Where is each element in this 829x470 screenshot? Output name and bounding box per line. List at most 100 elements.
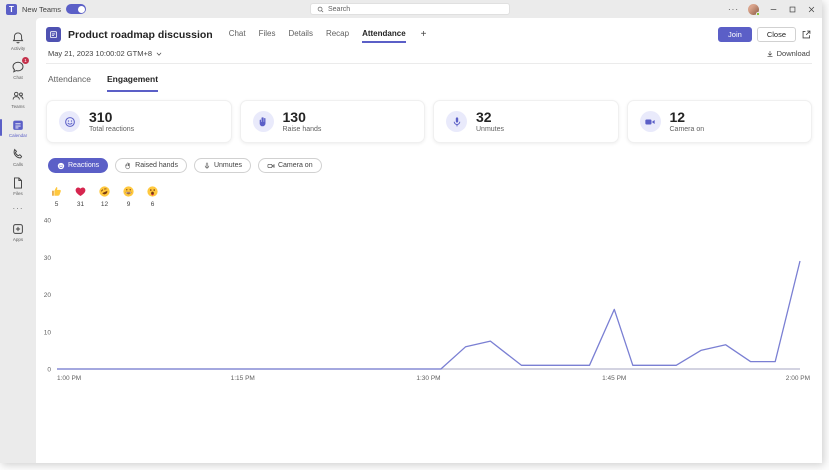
svg-text:0: 0 xyxy=(47,367,51,374)
reaction-count: 6 xyxy=(150,201,155,208)
search-icon xyxy=(317,6,324,12)
stat-cards: 310 Total reactions 130 Raise hands 32 Unmu… xyxy=(46,100,812,143)
svg-text:2:00 PM: 2:00 PM xyxy=(786,375,810,382)
apps-icon xyxy=(11,222,25,236)
tab-recap[interactable]: Recap xyxy=(325,28,350,38)
reaction-count: 9 xyxy=(126,201,131,208)
svg-text:1:15 PM: 1:15 PM xyxy=(231,375,255,382)
maximize-icon[interactable] xyxy=(787,4,797,14)
thumbs-up-icon xyxy=(52,187,61,196)
status-dot xyxy=(756,11,760,16)
popout-icon[interactable] xyxy=(801,29,812,40)
sidebar-item-calls[interactable]: Calls xyxy=(0,144,36,169)
stat-card-camera-on: 12 Camera on xyxy=(626,100,812,143)
pill-raised-hands[interactable]: Raised hands xyxy=(115,158,187,173)
new-teams-toggle[interactable] xyxy=(66,4,87,14)
reaction-heart: 31 xyxy=(73,185,88,208)
subtab-attendance[interactable]: Attendance xyxy=(48,74,92,84)
surprised-icon xyxy=(147,186,158,197)
camera-icon xyxy=(267,163,275,168)
meeting-tabs: Chat Files Details Recap Attendance + xyxy=(228,28,427,43)
titlebar-more-icon[interactable]: ··· xyxy=(728,4,739,14)
people-icon xyxy=(11,89,25,103)
search-placeholder: Search xyxy=(328,5,351,13)
bell-icon xyxy=(11,31,25,45)
sidebar-item-chat[interactable]: 1 Chat xyxy=(0,57,36,82)
engagement-chart: 0 10 20 30 40 1:00 PM 1:15 PM 1:30 PM 1:45 PM 2:0… xyxy=(44,212,822,393)
stat-card-raise-hands: 130 Raise hands xyxy=(239,100,425,143)
sidebar-more-icon[interactable]: ··· xyxy=(12,204,24,213)
svg-text:40: 40 xyxy=(44,218,51,225)
close-button[interactable]: Close xyxy=(756,27,796,42)
teams-logo-icon: T xyxy=(6,3,17,15)
sidebar-item-calendar[interactable]: Calendar xyxy=(0,115,36,140)
reaction-count: 12 xyxy=(100,201,109,208)
engagement-chart-svg: 0 10 20 30 40 1:00 PM 1:15 PM 1:30 PM 1:45 PM 2:0… xyxy=(44,218,810,383)
chevron-down-icon xyxy=(156,52,162,56)
pill-reactions[interactable]: Reactions xyxy=(48,158,109,173)
svg-text:1:45 PM: 1:45 PM xyxy=(602,375,626,382)
session-selector-row: May 21, 2023 10:00:02 GTM+8 Download xyxy=(36,42,822,63)
join-button[interactable]: Join xyxy=(718,27,752,42)
meeting-icon xyxy=(46,27,61,42)
download-icon xyxy=(767,50,773,57)
download-button[interactable]: Download xyxy=(766,49,810,58)
add-tab-button[interactable]: + xyxy=(420,29,427,40)
sidebar-item-activity[interactable]: Activity xyxy=(0,28,36,53)
reaction-breakdown: 5 31 12 9 6 xyxy=(49,185,822,208)
heart-icon xyxy=(75,187,86,197)
reaction-count: 5 xyxy=(54,201,59,208)
smiley-icon xyxy=(59,111,80,132)
app-sidebar: Activity 1 Chat Teams Calendar Calls xyxy=(0,18,36,463)
new-teams-label: New Teams xyxy=(22,4,62,14)
chat-icon: 1 xyxy=(11,57,29,74)
tab-attendance[interactable]: Attendance xyxy=(362,29,406,43)
main-panel: Product roadmap discussion Chat Files De… xyxy=(36,18,822,463)
sidebar-item-files[interactable]: Files xyxy=(0,173,36,198)
metric-filter-pills: Reactions Raised hands Unmutes Camera on xyxy=(48,158,812,173)
report-subtabs: Attendance Engagement xyxy=(36,64,822,92)
pill-unmutes[interactable]: Unmutes xyxy=(193,158,251,173)
microphone-icon xyxy=(204,162,210,169)
laugh-icon xyxy=(123,186,134,197)
smiley-icon xyxy=(57,162,65,169)
subtab-engagement[interactable]: Engagement xyxy=(107,74,159,92)
close-window-icon[interactable] xyxy=(806,4,816,14)
page-title: Product roadmap discussion xyxy=(68,28,213,41)
divider xyxy=(46,63,812,64)
reaction-thumbs-up: 5 xyxy=(49,185,64,208)
svg-text:10: 10 xyxy=(44,329,51,336)
pill-camera-on[interactable]: Camera on xyxy=(257,158,322,173)
reaction-count: 31 xyxy=(76,201,85,208)
chat-badge: 1 xyxy=(22,57,29,64)
tab-files[interactable]: Files xyxy=(258,28,276,38)
stat-card-unmutes: 32 Unmutes xyxy=(433,100,619,143)
tab-chat[interactable]: Chat xyxy=(228,28,246,38)
search-input[interactable]: Search xyxy=(310,3,510,15)
rofl-icon xyxy=(99,186,110,197)
sidebar-item-teams[interactable]: Teams xyxy=(0,86,36,111)
minimize-icon[interactable] xyxy=(768,4,778,14)
raised-hand-icon xyxy=(125,162,131,169)
camera-icon xyxy=(639,111,661,132)
calendar-icon xyxy=(11,118,25,132)
session-date-dropdown[interactable]: May 21, 2023 10:00:02 GTM+8 xyxy=(48,49,162,58)
stat-card-total-reactions: 310 Total reactions xyxy=(46,100,232,143)
phone-icon xyxy=(11,147,25,161)
svg-text:1:30 PM: 1:30 PM xyxy=(416,375,440,382)
titlebar: T New Teams Search ··· xyxy=(0,0,822,18)
sidebar-item-apps[interactable]: Apps xyxy=(0,219,36,244)
file-icon xyxy=(11,176,25,190)
raised-hand-icon xyxy=(252,111,274,132)
tab-details[interactable]: Details xyxy=(288,28,313,38)
svg-text:1:00 PM: 1:00 PM xyxy=(57,375,81,382)
reaction-surprised: 6 xyxy=(145,185,160,208)
svg-text:20: 20 xyxy=(44,292,51,299)
microphone-icon xyxy=(446,111,467,132)
teams-window: T New Teams Search ··· Activity xyxy=(0,0,822,463)
reaction-laugh: 9 xyxy=(121,185,136,208)
reaction-rofl: 12 xyxy=(97,185,112,208)
meeting-header: Product roadmap discussion Chat Files De… xyxy=(36,18,822,43)
svg-text:30: 30 xyxy=(44,255,51,262)
user-avatar[interactable] xyxy=(748,3,760,16)
